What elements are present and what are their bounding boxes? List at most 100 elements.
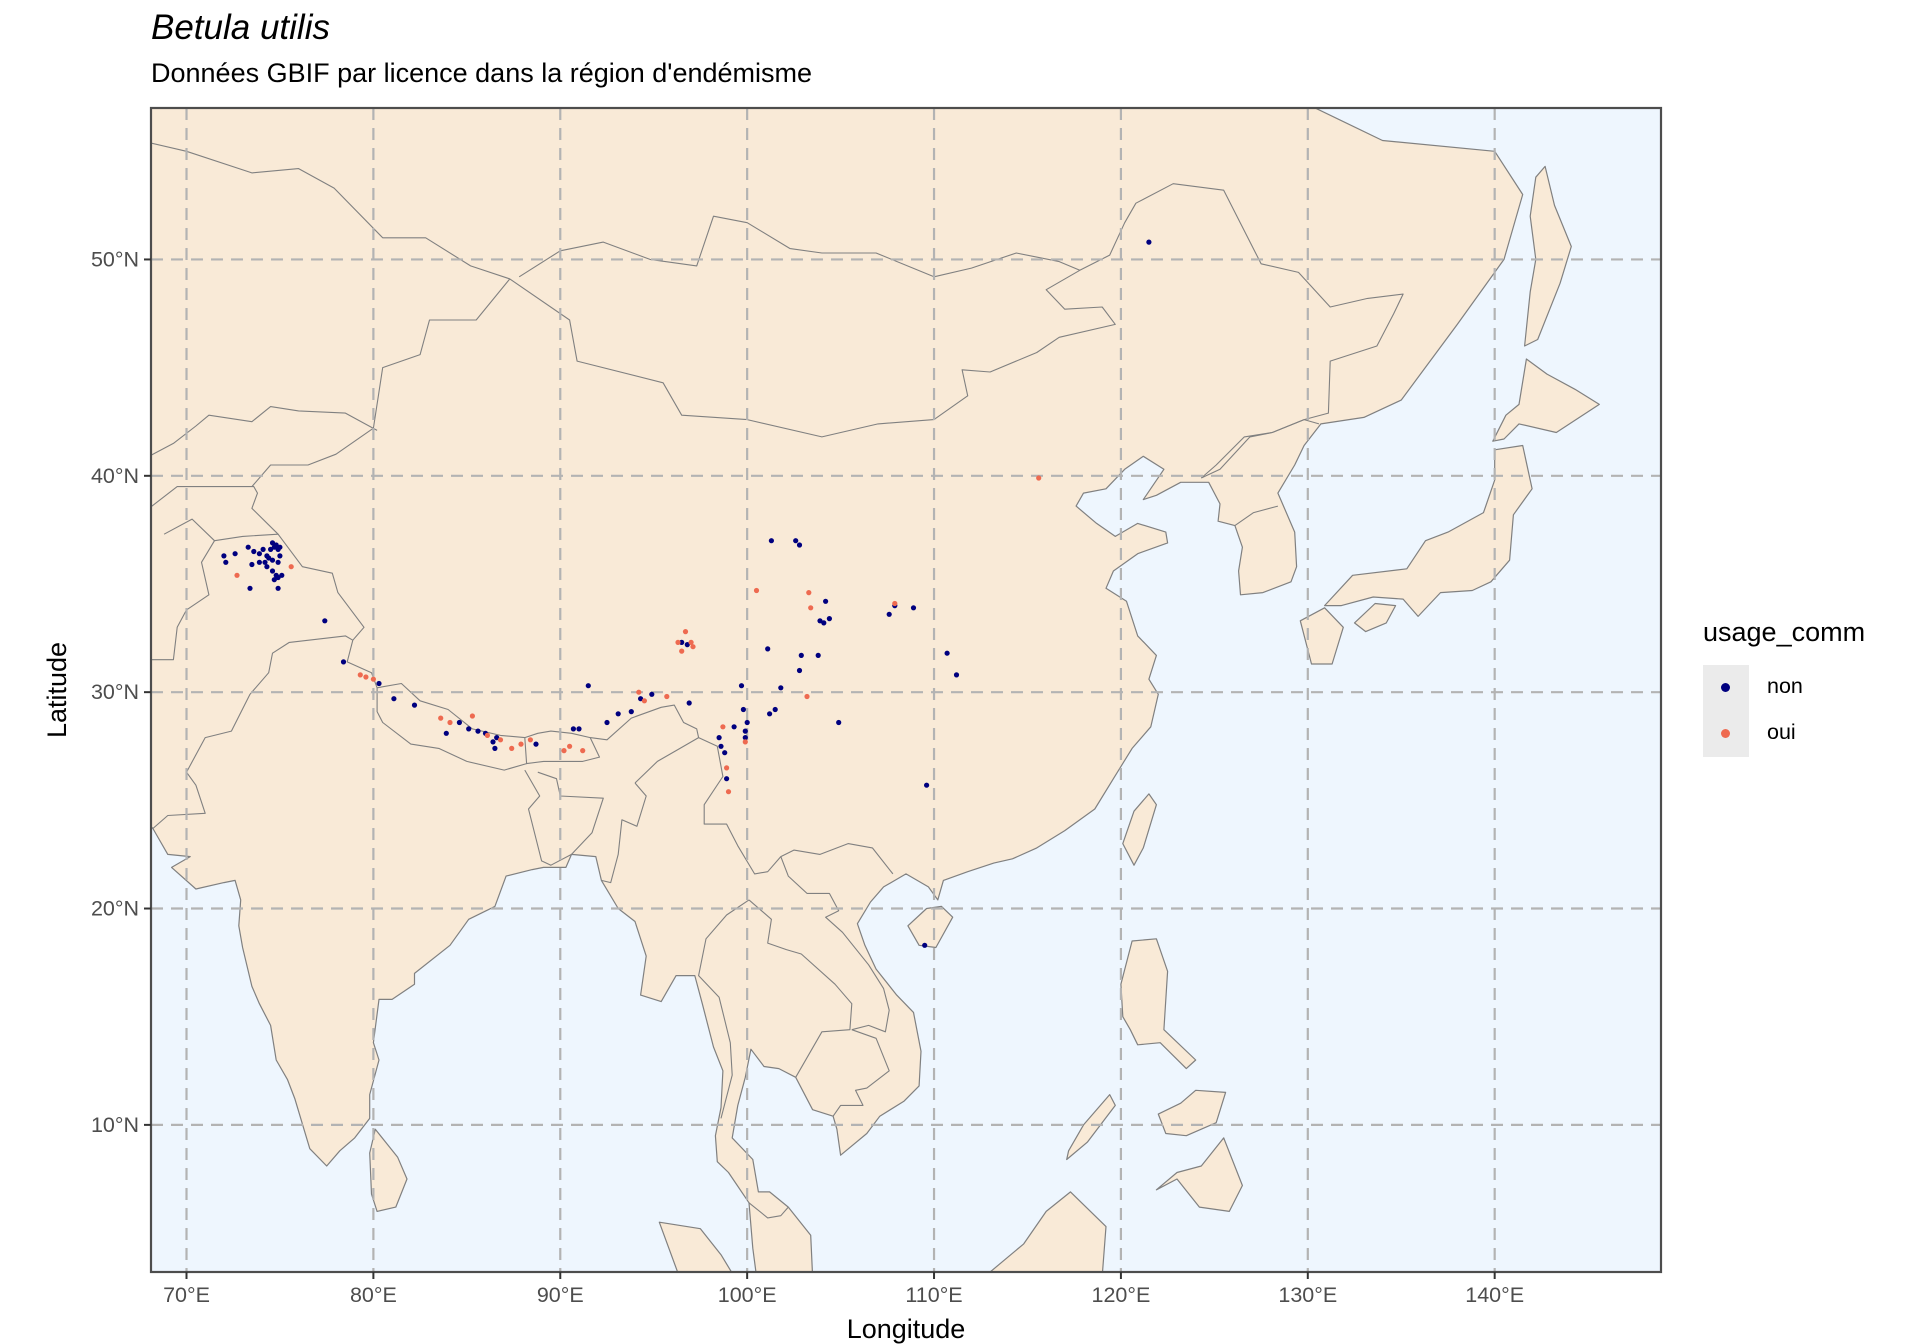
point-non bbox=[585, 683, 591, 689]
point-oui bbox=[438, 715, 444, 721]
point-oui bbox=[808, 605, 814, 611]
point-non bbox=[570, 726, 577, 732]
point-non bbox=[376, 680, 382, 687]
point-non bbox=[817, 618, 823, 624]
point-oui bbox=[724, 765, 730, 771]
border-korea bbox=[1201, 419, 1320, 479]
legend-key bbox=[1703, 665, 1749, 711]
point-non bbox=[738, 683, 745, 689]
point-non bbox=[798, 652, 804, 659]
point-oui bbox=[370, 676, 376, 682]
landmass-sumatra bbox=[658, 1221, 733, 1272]
point-non bbox=[456, 719, 462, 726]
point-non bbox=[492, 745, 498, 752]
point-non bbox=[277, 553, 283, 559]
point-non bbox=[322, 618, 328, 624]
point-oui bbox=[725, 789, 732, 795]
landmass-luzon bbox=[1120, 938, 1197, 1070]
point-oui bbox=[234, 572, 240, 578]
gridlines bbox=[151, 108, 1661, 1272]
legend-title: usage_comm bbox=[1703, 617, 1866, 647]
point-oui bbox=[806, 590, 812, 596]
chart-title: Betula utilis bbox=[151, 8, 330, 47]
point-oui bbox=[690, 644, 696, 650]
axes: 70°E 80°E 90°E 100°E 110°E 120°E 130°E 140°E 10°… bbox=[91, 247, 1524, 1307]
point-non bbox=[1146, 239, 1152, 245]
point-non bbox=[722, 750, 728, 756]
legend-label: oui bbox=[1767, 720, 1796, 744]
x-tick-label: 120°E bbox=[1092, 1283, 1151, 1307]
point-oui bbox=[682, 629, 689, 635]
y-tick-label: 30°N bbox=[91, 680, 139, 704]
point-oui bbox=[509, 745, 515, 752]
y-axis-title: Latitude bbox=[42, 642, 72, 738]
point-non bbox=[245, 544, 251, 550]
point-non bbox=[340, 659, 347, 665]
point-non bbox=[269, 568, 276, 574]
x-axis-title: Longitude bbox=[847, 1314, 966, 1344]
point-non bbox=[744, 719, 750, 726]
point-non bbox=[269, 557, 276, 563]
point-non bbox=[823, 598, 829, 604]
point-non bbox=[826, 616, 833, 622]
border-cambodia bbox=[832, 1029, 890, 1117]
point-non bbox=[910, 605, 917, 611]
point-oui bbox=[892, 600, 898, 607]
point-oui bbox=[675, 639, 681, 646]
border-myanmar-laos-thai bbox=[748, 899, 853, 1078]
y-tick-label: 20°N bbox=[91, 897, 139, 921]
border-malaysia-thai bbox=[748, 1202, 789, 1219]
point-non bbox=[796, 542, 803, 548]
point-non bbox=[221, 553, 227, 559]
point-non bbox=[264, 564, 270, 570]
point-non bbox=[718, 743, 724, 749]
point-oui bbox=[1036, 475, 1042, 481]
point-non bbox=[232, 551, 238, 557]
legend-item-non: non bbox=[1703, 665, 1920, 713]
x-tick-label: 90°E bbox=[537, 1283, 584, 1307]
landmass-hainan bbox=[907, 905, 954, 949]
point-oui bbox=[664, 693, 670, 700]
border-bangladesh bbox=[524, 769, 604, 866]
landmass-taiwan bbox=[1122, 793, 1157, 866]
point-oui bbox=[679, 648, 685, 654]
point-non bbox=[886, 611, 892, 617]
point-non bbox=[223, 559, 229, 565]
point-oui bbox=[636, 689, 642, 695]
border-sikkim-bhutan bbox=[524, 730, 601, 765]
legend-key bbox=[1703, 711, 1749, 757]
point-non bbox=[953, 672, 960, 678]
point-non bbox=[772, 706, 778, 713]
border-kazakh-russia bbox=[151, 142, 510, 280]
occurrence-points bbox=[221, 239, 1152, 948]
legend-dot-oui bbox=[1721, 729, 1730, 738]
landmass-palawan bbox=[1066, 1094, 1116, 1161]
x-tick-label: 80°E bbox=[350, 1283, 397, 1307]
y-tick-label: 50°N bbox=[91, 247, 139, 271]
point-non bbox=[249, 561, 255, 568]
point-oui bbox=[561, 748, 567, 754]
point-non bbox=[821, 620, 827, 626]
chart-subtitle: Données GBIF par licence dans la région … bbox=[151, 58, 813, 88]
point-non bbox=[247, 585, 253, 591]
point-oui bbox=[804, 693, 810, 700]
point-non bbox=[684, 642, 690, 648]
point-non bbox=[649, 691, 655, 697]
point-oui bbox=[518, 741, 524, 747]
point-oui bbox=[742, 739, 748, 745]
point-oui bbox=[469, 713, 475, 719]
legend-dot-non bbox=[1721, 683, 1730, 692]
x-tick-label: 70°E bbox=[163, 1283, 210, 1307]
border-mongolia-russia bbox=[518, 215, 1081, 278]
border-pak-india bbox=[152, 533, 365, 829]
point-non bbox=[944, 650, 950, 656]
point-oui bbox=[288, 564, 294, 570]
border-thai-myanmar bbox=[698, 899, 750, 1119]
point-non bbox=[466, 726, 472, 732]
point-non bbox=[767, 711, 773, 717]
point-non bbox=[533, 741, 539, 747]
border-arunachal bbox=[590, 704, 700, 784]
point-non bbox=[740, 706, 747, 713]
x-tick-label: 110°E bbox=[905, 1283, 962, 1307]
